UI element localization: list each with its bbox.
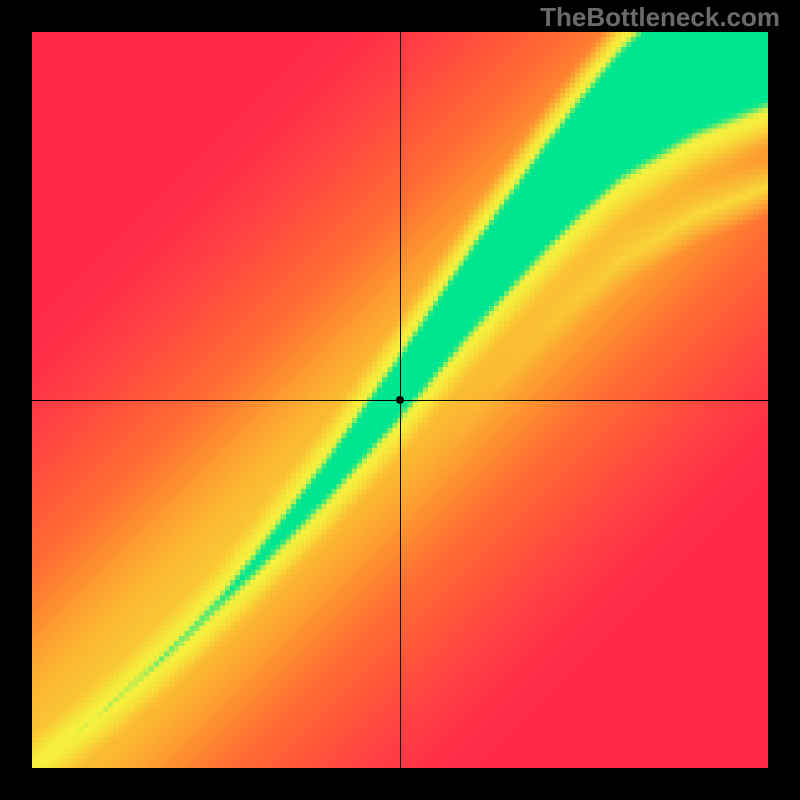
- site-watermark: TheBottleneck.com: [540, 2, 780, 33]
- chart-stage: TheBottleneck.com: [0, 0, 800, 800]
- crosshair-marker: [396, 396, 404, 404]
